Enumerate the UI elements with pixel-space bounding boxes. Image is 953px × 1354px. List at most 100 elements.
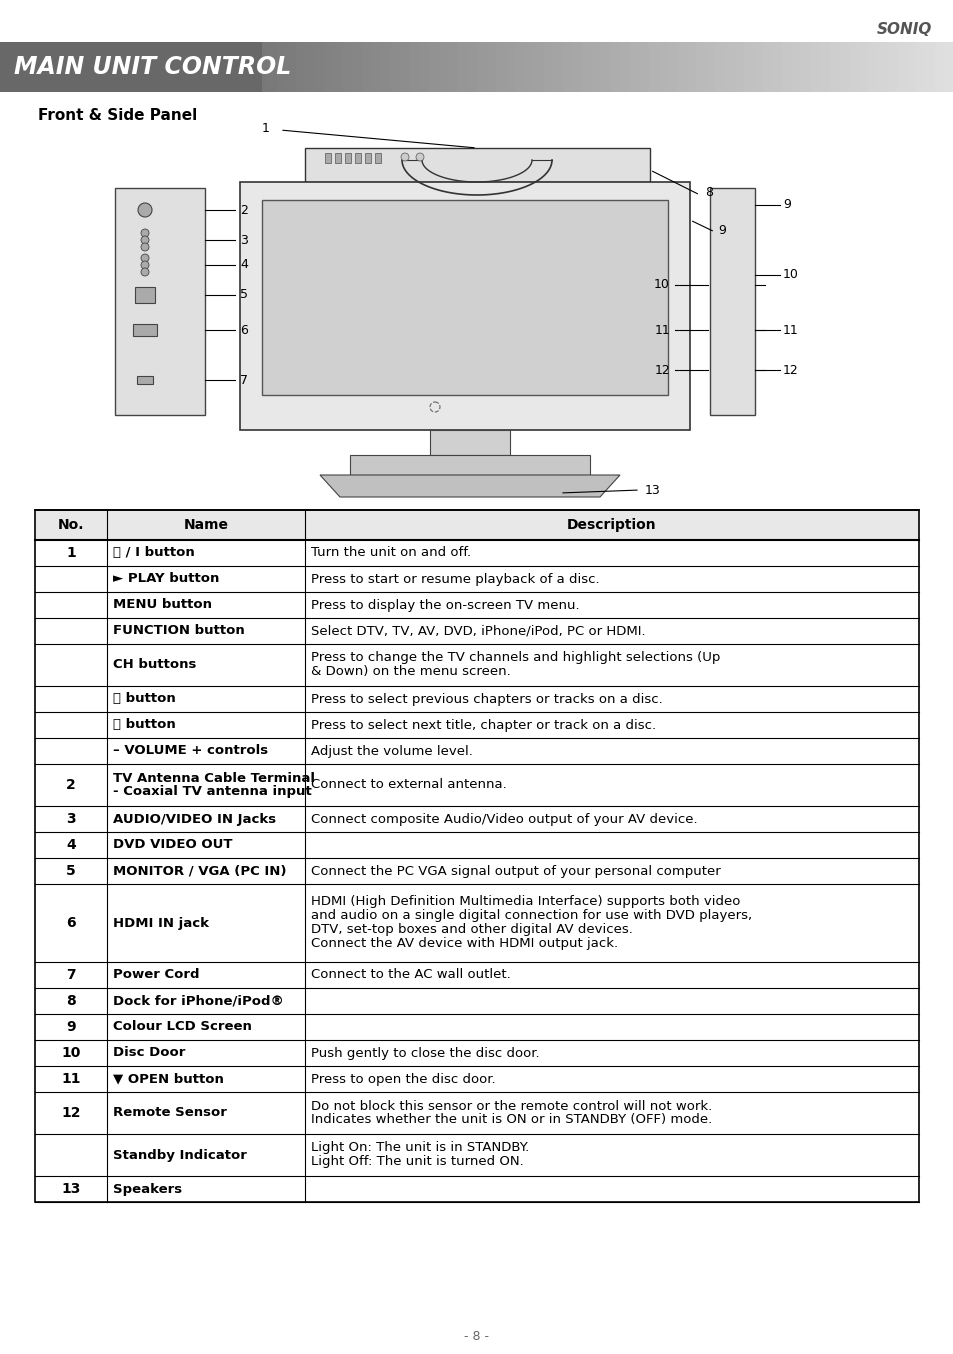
Text: 7: 7 [67,968,76,982]
Text: MENU button: MENU button [113,598,213,612]
Bar [114,42,124,92]
Circle shape [141,268,149,276]
Text: 10: 10 [782,268,798,282]
Bar [543,42,553,92]
Text: AUDIO/VIDEO IN Jacks: AUDIO/VIDEO IN Jacks [113,812,276,826]
Bar [305,42,314,92]
Text: Indicates whether the unit is ON or in STANDBY (OFF) mode.: Indicates whether the unit is ON or in S… [311,1113,711,1127]
Text: DVD VIDEO OUT: DVD VIDEO OUT [113,838,233,852]
Bar [210,42,219,92]
Bar [10,42,19,92]
Text: DTV, set-top boxes and other digital AV devices.: DTV, set-top boxes and other digital AV … [311,923,632,937]
Text: 2: 2 [240,203,248,217]
Bar [677,42,686,92]
Text: 1: 1 [262,122,270,134]
Circle shape [141,261,149,269]
Text: 9: 9 [782,199,790,211]
Bar [438,42,448,92]
Bar [143,42,152,92]
Bar [924,42,934,92]
Text: 11: 11 [654,324,669,337]
Bar [534,42,543,92]
Bar [35,510,918,1202]
Bar [734,42,743,92]
Bar [124,42,133,92]
Text: Press to display the on-screen TV menu.: Press to display the on-screen TV menu. [311,598,578,612]
Text: ▼ OPEN button: ▼ OPEN button [113,1072,224,1086]
Bar [705,42,715,92]
Bar [191,42,200,92]
Bar [457,42,467,92]
Text: 3: 3 [67,812,76,826]
Bar [772,42,781,92]
Bar [353,42,362,92]
Bar [430,431,510,455]
Bar [848,42,858,92]
Bar [858,42,867,92]
Bar [467,42,476,92]
Text: 9: 9 [718,223,725,237]
Bar [505,42,515,92]
Text: ⏮ button: ⏮ button [113,692,176,705]
Text: Connect the PC VGA signal output of your personal computer: Connect the PC VGA signal output of your… [311,864,720,877]
Text: 11: 11 [782,324,798,337]
Bar [820,42,829,92]
Bar [877,42,886,92]
Bar [581,42,591,92]
Text: Do not block this sensor or the remote control will not work.: Do not block this sensor or the remote c… [311,1099,711,1113]
Bar [105,42,114,92]
Bar [801,42,810,92]
Bar [86,42,95,92]
Bar [334,42,343,92]
Bar [229,42,238,92]
Bar [619,42,629,92]
Bar [696,42,705,92]
Bar [135,287,154,303]
Text: ► PLAY button: ► PLAY button [113,573,219,585]
Text: Press to change the TV channels and highlight selections (Up: Press to change the TV channels and high… [311,651,720,665]
Bar [76,42,86,92]
Bar [248,42,257,92]
Bar [295,42,305,92]
Bar [429,42,438,92]
Bar [29,42,38,92]
Bar [753,42,762,92]
Bar [365,153,371,162]
Bar [286,42,295,92]
Bar [934,42,943,92]
Text: Push gently to close the disc door.: Push gently to close the disc door. [311,1047,538,1059]
Bar [610,42,619,92]
Bar [943,42,953,92]
Bar [240,181,689,431]
Bar [667,42,677,92]
Bar [715,42,724,92]
Text: 5: 5 [67,864,76,877]
Bar [743,42,753,92]
Bar [781,42,791,92]
Text: 2: 2 [67,779,76,792]
Bar [19,42,29,92]
Bar [345,153,351,162]
Polygon shape [319,475,619,497]
Bar [0,42,10,92]
Bar [829,42,839,92]
Text: Remote Sensor: Remote Sensor [113,1106,227,1120]
Bar [658,42,667,92]
Text: Disc Door: Disc Door [113,1047,186,1059]
Text: 1: 1 [67,546,76,561]
Bar [38,42,48,92]
Text: Connect the AV device with HDMI output jack.: Connect the AV device with HDMI output j… [311,937,618,951]
Circle shape [400,153,409,161]
Text: ⏭ button: ⏭ button [113,719,176,731]
Text: Standby Indicator: Standby Indicator [113,1148,247,1162]
Bar [486,42,496,92]
Bar [448,42,457,92]
Text: 12: 12 [782,363,798,376]
Text: Select DTV, TV, AV, DVD, iPhone/iPod, PC or HDMI.: Select DTV, TV, AV, DVD, iPhone/iPod, PC… [311,624,644,638]
Bar [200,42,210,92]
Bar [762,42,772,92]
Bar [839,42,848,92]
Text: 6: 6 [240,324,248,337]
Bar [343,42,353,92]
Text: MAIN UNIT CONTROL: MAIN UNIT CONTROL [14,56,291,79]
